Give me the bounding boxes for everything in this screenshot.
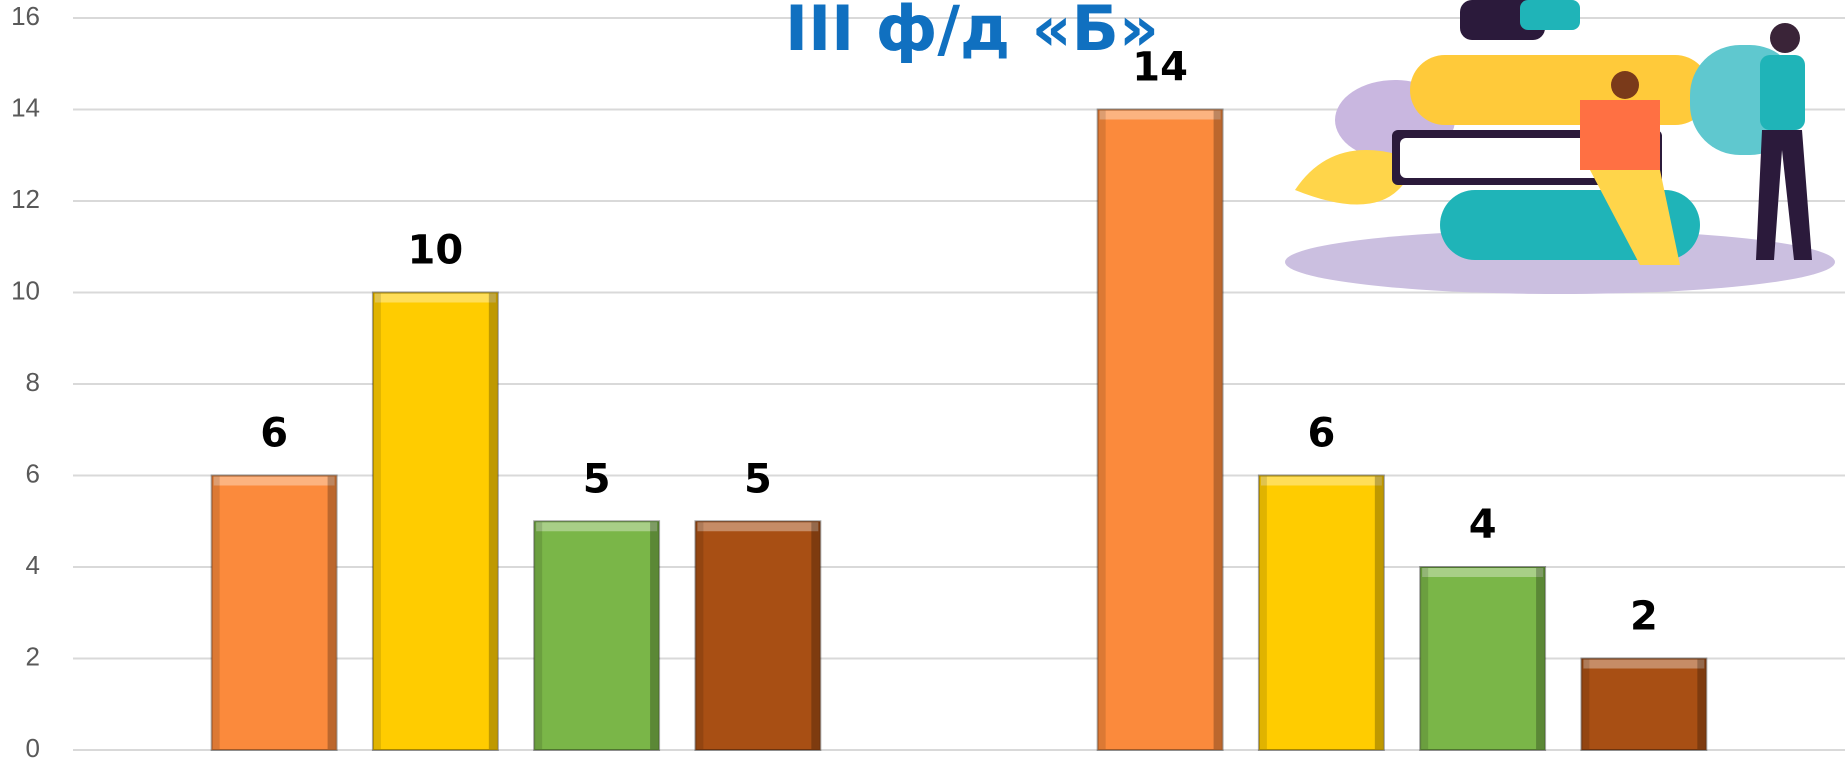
bar-bevel-right xyxy=(327,476,336,749)
value-label: 5 xyxy=(744,456,772,502)
bar-bevel-left xyxy=(373,293,381,749)
bar-bevel-top xyxy=(374,293,496,303)
value-label: 5 xyxy=(583,456,611,502)
bar-bevel-left xyxy=(535,522,543,749)
bar-bevel-top xyxy=(697,522,819,532)
value-label: 6 xyxy=(1307,411,1335,457)
value-label: 14 xyxy=(1132,45,1188,91)
value-label: 2 xyxy=(1630,594,1658,640)
bar xyxy=(1580,657,1708,751)
bar-bevel-top xyxy=(1583,659,1705,669)
y-tick-label: 4 xyxy=(26,550,40,580)
y-tick-label: 0 xyxy=(26,733,40,761)
bar-bevel-right xyxy=(1536,568,1545,749)
plot: 0 2 4 6 8 10 12 14 16 6 10 5 5 14 6 4 2 xyxy=(11,1,1845,761)
bar xyxy=(1419,566,1547,751)
bar xyxy=(533,520,661,751)
bar xyxy=(210,474,338,751)
bar-bevel-right xyxy=(1374,476,1383,749)
y-tick-label: 14 xyxy=(11,92,40,122)
bar-bevel-top xyxy=(1422,568,1544,577)
bar-bevel-top xyxy=(1260,476,1382,486)
illustration xyxy=(1285,0,1835,294)
bar-bevel-right xyxy=(650,522,659,749)
chart-title: III ф/д «Б» xyxy=(785,0,1159,65)
y-tick-label: 10 xyxy=(11,275,40,305)
bar-bevel-top xyxy=(213,476,335,486)
y-tick-label: 6 xyxy=(26,458,40,488)
bar-bevel-right xyxy=(811,522,820,749)
bar-bevel-left xyxy=(1098,110,1106,749)
bar-bevel-top xyxy=(536,522,658,532)
bar-bevel-right xyxy=(1697,659,1706,749)
bar-bevel-top xyxy=(1099,110,1221,120)
bar-bevel-right xyxy=(1213,110,1222,749)
bar-bevel-left xyxy=(1421,568,1429,749)
bar-bevel-left xyxy=(696,522,704,749)
y-tick-label: 12 xyxy=(11,184,40,214)
value-label: 10 xyxy=(408,228,464,274)
bar-bevel-left xyxy=(212,476,220,749)
bar-bevel-left xyxy=(1582,659,1590,749)
bar-bevel-right xyxy=(488,293,497,749)
bar xyxy=(694,520,822,751)
value-label: 6 xyxy=(260,411,288,457)
value-label: 4 xyxy=(1469,502,1497,548)
bar xyxy=(1257,474,1385,751)
bar-bevel-left xyxy=(1259,476,1267,749)
y-tick-label: 2 xyxy=(26,641,40,671)
bar xyxy=(371,291,499,751)
y-tick-label: 8 xyxy=(26,367,40,397)
y-tick-label: 16 xyxy=(11,1,40,31)
bar xyxy=(1096,108,1224,751)
